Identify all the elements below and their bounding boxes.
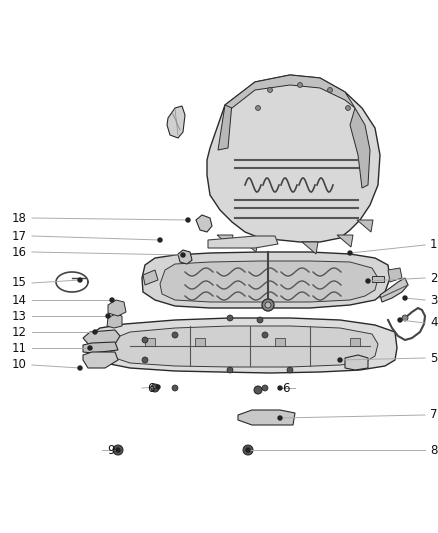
Circle shape	[156, 385, 160, 389]
PathPatch shape	[108, 300, 126, 316]
Bar	[372, 276, 384, 282]
PathPatch shape	[196, 215, 212, 232]
Circle shape	[110, 298, 114, 302]
PathPatch shape	[380, 278, 408, 302]
Text: 6: 6	[283, 382, 290, 394]
Circle shape	[78, 278, 82, 282]
Circle shape	[268, 87, 272, 93]
Circle shape	[297, 83, 303, 87]
Circle shape	[142, 337, 148, 343]
Circle shape	[402, 315, 408, 321]
PathPatch shape	[218, 103, 232, 150]
Circle shape	[346, 106, 350, 110]
Circle shape	[262, 299, 274, 311]
PathPatch shape	[83, 352, 118, 368]
PathPatch shape	[208, 236, 278, 248]
PathPatch shape	[167, 106, 185, 138]
Circle shape	[278, 416, 282, 420]
Text: 3: 3	[430, 294, 438, 306]
Text: 17: 17	[12, 230, 27, 243]
Text: 8: 8	[430, 443, 438, 456]
PathPatch shape	[178, 250, 192, 264]
Circle shape	[262, 332, 268, 338]
Text: 12: 12	[12, 326, 27, 338]
PathPatch shape	[225, 75, 355, 108]
Circle shape	[78, 366, 82, 370]
Text: 2: 2	[430, 271, 438, 285]
Text: 16: 16	[12, 246, 27, 259]
Circle shape	[338, 358, 342, 362]
PathPatch shape	[337, 235, 353, 247]
Circle shape	[348, 251, 352, 255]
PathPatch shape	[107, 314, 122, 328]
Circle shape	[93, 330, 97, 334]
Text: 5: 5	[430, 351, 438, 365]
PathPatch shape	[217, 235, 233, 247]
Text: 18: 18	[12, 212, 27, 224]
PathPatch shape	[143, 270, 158, 285]
Circle shape	[328, 87, 332, 93]
Bar	[195, 338, 205, 346]
Circle shape	[88, 346, 92, 350]
Circle shape	[243, 445, 253, 455]
PathPatch shape	[345, 355, 368, 370]
PathPatch shape	[142, 252, 390, 308]
Text: 4: 4	[430, 317, 438, 329]
PathPatch shape	[83, 342, 118, 353]
Circle shape	[227, 315, 233, 321]
Circle shape	[366, 279, 370, 283]
Bar	[350, 338, 360, 346]
Circle shape	[262, 385, 268, 391]
PathPatch shape	[242, 240, 258, 252]
Text: 13: 13	[12, 310, 27, 322]
Circle shape	[142, 357, 148, 363]
PathPatch shape	[357, 220, 373, 232]
PathPatch shape	[388, 268, 402, 282]
Circle shape	[257, 317, 263, 323]
Circle shape	[398, 318, 402, 322]
Text: 15: 15	[12, 277, 27, 289]
PathPatch shape	[160, 261, 378, 302]
Text: 14: 14	[12, 294, 27, 306]
Text: 9: 9	[107, 443, 114, 456]
Circle shape	[172, 385, 178, 391]
Text: 11: 11	[12, 342, 27, 354]
PathPatch shape	[110, 326, 378, 367]
PathPatch shape	[350, 108, 370, 188]
Text: 7: 7	[430, 408, 438, 422]
Circle shape	[151, 384, 159, 392]
Circle shape	[255, 106, 261, 110]
Bar	[275, 338, 285, 346]
PathPatch shape	[83, 330, 120, 346]
PathPatch shape	[88, 318, 397, 373]
Circle shape	[106, 314, 110, 318]
Circle shape	[181, 253, 185, 257]
Circle shape	[116, 448, 120, 452]
Circle shape	[278, 386, 282, 390]
Circle shape	[172, 332, 178, 338]
Circle shape	[227, 367, 233, 373]
Circle shape	[287, 367, 293, 373]
Circle shape	[186, 218, 190, 222]
Circle shape	[265, 302, 271, 308]
PathPatch shape	[302, 242, 318, 254]
Text: 6: 6	[147, 382, 155, 394]
Text: 10: 10	[12, 359, 27, 372]
PathPatch shape	[207, 75, 380, 242]
Circle shape	[254, 386, 262, 394]
Circle shape	[158, 238, 162, 242]
Text: 1: 1	[430, 238, 438, 252]
Circle shape	[403, 296, 407, 300]
Circle shape	[246, 448, 250, 452]
Circle shape	[113, 445, 123, 455]
Bar	[145, 338, 155, 346]
PathPatch shape	[238, 410, 295, 425]
